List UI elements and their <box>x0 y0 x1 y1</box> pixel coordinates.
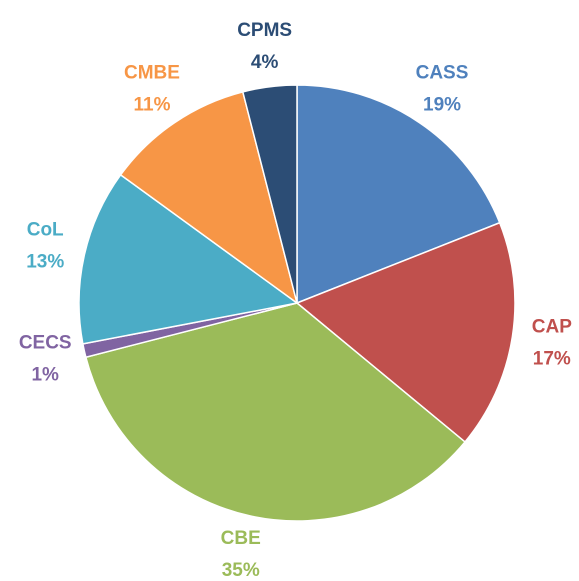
value-label: 4% <box>251 52 279 73</box>
value-label: 11% <box>133 95 170 116</box>
value-label: 13% <box>26 252 64 273</box>
value-label: 19% <box>423 95 461 116</box>
slice-label: CAP <box>532 316 572 337</box>
pie-slice <box>78 173 299 345</box>
value-label: 17% <box>533 348 571 369</box>
pie-slice <box>296 84 501 305</box>
slice-label: CASS <box>416 63 469 84</box>
pie-slice <box>241 84 298 304</box>
pie-slice <box>295 221 516 444</box>
pie-slice <box>119 90 299 305</box>
slice-label: CoL <box>27 220 64 241</box>
value-label: 35% <box>222 560 260 576</box>
slice-label: CPMS <box>237 20 292 41</box>
pie-slice <box>84 302 467 522</box>
slice-label: CBE <box>221 528 261 549</box>
slice-label: CMBE <box>124 63 180 84</box>
slice-label: CECS <box>19 332 72 353</box>
value-label: 1% <box>31 364 59 385</box>
